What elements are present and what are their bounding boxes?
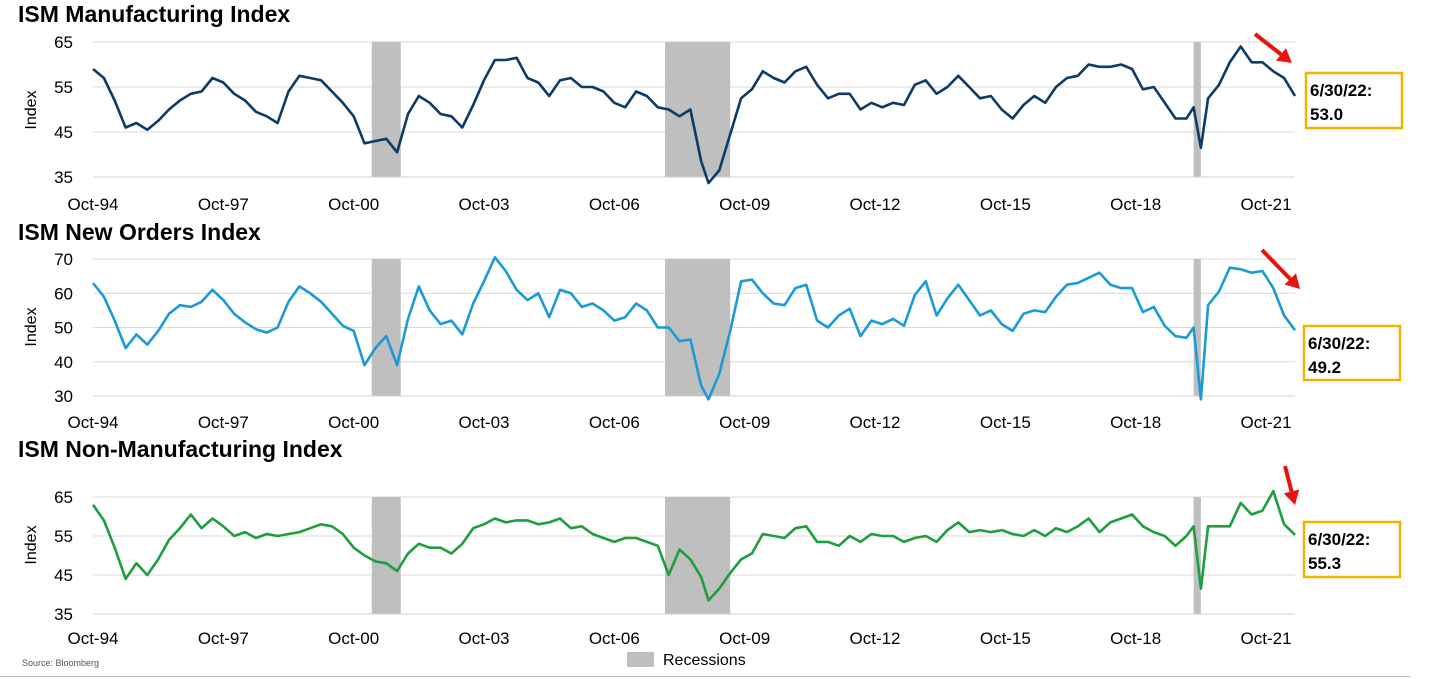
legend-label: Recessions	[663, 652, 746, 669]
callout-text: 53.0	[1310, 105, 1343, 124]
x-tick-label: Oct-12	[850, 629, 901, 648]
callout-text: 6/30/22:	[1308, 530, 1370, 549]
y-tick-label: 65	[54, 33, 73, 52]
series-line	[91, 255, 1297, 401]
y-tick-label: 45	[54, 123, 73, 142]
x-tick-label: Oct-21	[1241, 629, 1292, 648]
y-axis-label: Index	[23, 307, 40, 346]
x-tick-label: Oct-12	[850, 195, 901, 214]
x-tick-label: Oct-94	[67, 629, 118, 648]
callout-box	[1304, 71, 1404, 130]
x-tick-label: Oct-15	[980, 195, 1031, 214]
panel-1: ISM Manufacturing Index 35 45 55 65 Index Oct-…	[18, 1, 1404, 214]
y-tick-label: 60	[54, 284, 73, 303]
recession-band	[665, 42, 731, 177]
y-tick-label: 55	[54, 527, 73, 546]
x-tick-label: Oct-97	[198, 195, 249, 214]
x-tick-label: Oct-94	[67, 413, 118, 432]
trend-arrow-head	[1283, 489, 1300, 505]
callout-text: 6/30/22:	[1310, 81, 1372, 100]
callout-box	[1302, 520, 1402, 579]
y-tick-label: 55	[54, 78, 73, 97]
x-tick-label: Oct-06	[589, 413, 640, 432]
recession-band	[1193, 259, 1201, 396]
x-tick-label: Oct-21	[1241, 413, 1292, 432]
recession-band	[1193, 42, 1201, 177]
chart-title: ISM New Orders Index	[18, 219, 261, 245]
trend-arrow-shaft	[1253, 32, 1283, 56]
recession-band	[665, 497, 731, 614]
x-tick-label: Oct-09	[719, 413, 770, 432]
x-tick-label: Oct-09	[719, 195, 770, 214]
y-tick-label: 40	[54, 353, 73, 372]
x-tick-label: Oct-03	[458, 195, 509, 214]
x-tick-label: Oct-12	[850, 413, 901, 432]
x-tick-label: Oct-06	[589, 629, 640, 648]
trend-arrow-shaft	[1260, 248, 1292, 281]
x-tick-label: Oct-18	[1110, 195, 1161, 214]
x-tick-label: Oct-97	[198, 413, 249, 432]
x-tick-label: Oct-18	[1110, 629, 1161, 648]
x-tick-label: Oct-03	[458, 413, 509, 432]
x-tick-label: Oct-94	[67, 195, 118, 214]
recession-band	[371, 42, 401, 177]
x-tick-label: Oct-97	[198, 629, 249, 648]
x-tick-label: Oct-18	[1110, 413, 1161, 432]
y-tick-label: 70	[54, 250, 73, 269]
x-tick-label: Oct-00	[328, 629, 379, 648]
callout-text: 55.3	[1308, 554, 1341, 573]
series-line	[92, 45, 1297, 185]
y-tick-label: 30	[54, 387, 73, 406]
chart-title: ISM Manufacturing Index	[18, 1, 290, 27]
callout-text: 6/30/22:	[1308, 334, 1370, 353]
trend-arrow-head	[1276, 48, 1292, 63]
recession-band	[371, 259, 401, 396]
x-tick-label: Oct-15	[980, 629, 1031, 648]
x-tick-label: Oct-00	[328, 413, 379, 432]
callout-box	[1302, 324, 1402, 382]
legend-swatch	[627, 652, 654, 667]
x-tick-label: Oct-00	[328, 195, 379, 214]
bottom-divider	[0, 676, 1410, 677]
y-axis-label: Index	[23, 90, 40, 129]
y-axis-label: Index	[23, 525, 40, 564]
chart-title: ISM Non-Manufacturing Index	[18, 436, 343, 462]
y-tick-label: 35	[54, 605, 73, 624]
x-tick-label: Oct-03	[458, 629, 509, 648]
panel-3: ISM Non-Manufacturing Index 35 45 55 65 Index…	[18, 436, 1402, 648]
legend: Recessions	[627, 652, 746, 669]
series-line	[91, 489, 1296, 602]
x-tick-label: Oct-09	[719, 629, 770, 648]
recession-band	[371, 497, 401, 614]
y-tick-label: 45	[54, 566, 73, 585]
panel-2: ISM New Orders Index 30 40 50 60 70 Index Oct-9…	[18, 219, 1402, 432]
y-tick-label: 50	[54, 319, 73, 338]
source-note: Source: Bloomberg	[22, 658, 100, 668]
x-tick-label: Oct-15	[980, 413, 1031, 432]
callout-text: 49.2	[1308, 358, 1341, 377]
y-tick-label: 35	[54, 168, 73, 187]
trend-arrow-head	[1284, 273, 1300, 289]
trend-arrow-shaft	[1283, 465, 1294, 492]
y-tick-label: 65	[54, 488, 73, 507]
x-tick-label: Oct-21	[1241, 195, 1292, 214]
x-tick-label: Oct-06	[589, 195, 640, 214]
